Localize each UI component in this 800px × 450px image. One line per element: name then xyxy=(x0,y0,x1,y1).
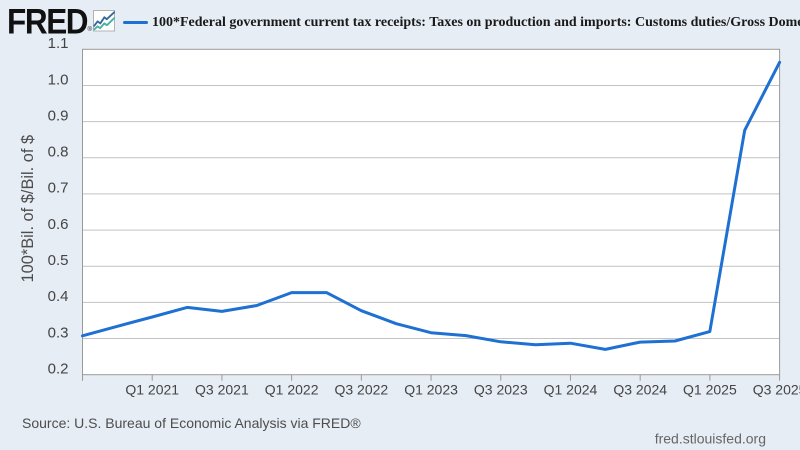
svg-text:fred.stlouisfed.org: fred.stlouisfed.org xyxy=(655,431,766,447)
svg-text:0.9: 0.9 xyxy=(48,107,69,124)
svg-text:0.5: 0.5 xyxy=(48,252,69,269)
svg-text:1.1: 1.1 xyxy=(48,35,69,52)
svg-text:Q3 2022: Q3 2022 xyxy=(334,381,388,397)
svg-text:Q1 2024: Q1 2024 xyxy=(544,381,598,397)
svg-text:Q1 2023: Q1 2023 xyxy=(404,381,458,397)
svg-text:0.3: 0.3 xyxy=(48,324,69,341)
svg-text:Source: U.S. Bureau of Economi: Source: U.S. Bureau of Economic Analysis… xyxy=(22,415,361,431)
svg-text:Q3 2021: Q3 2021 xyxy=(195,381,249,397)
svg-text:Q1 2025: Q1 2025 xyxy=(683,381,737,397)
svg-text:0.8: 0.8 xyxy=(48,144,69,161)
svg-text:100*Bil. of $/Bil. of $: 100*Bil. of $/Bil. of $ xyxy=(19,135,37,283)
svg-text:0.2: 0.2 xyxy=(48,361,69,378)
svg-text:Q3 2025: Q3 2025 xyxy=(753,381,800,397)
svg-text:0.7: 0.7 xyxy=(48,180,69,197)
svg-text:1.0: 1.0 xyxy=(48,71,69,88)
svg-text:0.6: 0.6 xyxy=(48,216,69,233)
svg-text:Q1 2021: Q1 2021 xyxy=(125,381,179,397)
svg-text:Q1 2022: Q1 2022 xyxy=(265,381,319,397)
svg-text:0.4: 0.4 xyxy=(48,288,69,305)
svg-text:Q3 2023: Q3 2023 xyxy=(474,381,528,397)
svg-text:Q3 2024: Q3 2024 xyxy=(613,381,667,397)
